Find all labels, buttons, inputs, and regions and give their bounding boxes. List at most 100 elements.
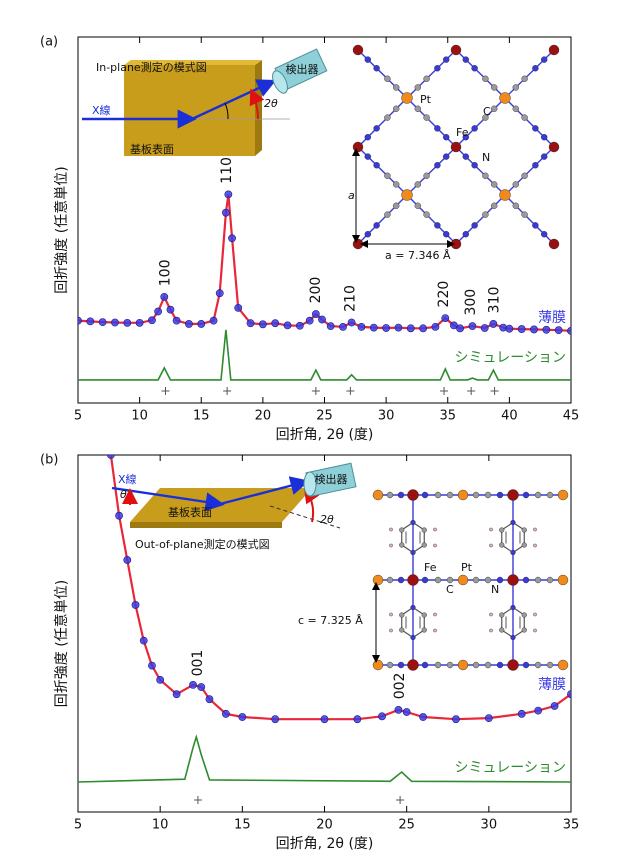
bond	[504, 146, 555, 196]
atom	[373, 125, 380, 132]
angle-arc-small	[224, 102, 229, 120]
film-point	[305, 316, 314, 325]
film-point	[215, 289, 224, 298]
atom	[410, 634, 416, 641]
film-point	[78, 316, 82, 325]
atom	[462, 133, 469, 141]
atom	[421, 627, 427, 633]
atom	[507, 489, 519, 501]
atom	[533, 543, 537, 548]
atom	[386, 491, 394, 499]
film-point	[542, 325, 551, 334]
bond	[357, 194, 408, 245]
atom	[489, 628, 493, 633]
atom	[414, 202, 421, 209]
atom	[510, 519, 516, 526]
xray-out	[191, 79, 277, 121]
bond	[504, 194, 555, 245]
atom	[450, 141, 462, 153]
film-point	[554, 326, 563, 335]
film-point	[567, 690, 571, 699]
film-point	[246, 319, 255, 328]
film-point	[517, 325, 526, 333]
atom	[499, 189, 511, 201]
x-tick-label: 15	[234, 818, 251, 833]
film-point	[378, 712, 386, 721]
atom	[423, 114, 430, 121]
atom	[541, 153, 548, 160]
atom	[421, 542, 427, 548]
atom	[421, 527, 427, 533]
bond	[406, 49, 457, 99]
atom	[512, 202, 519, 209]
atom	[507, 659, 519, 671]
film-point	[98, 318, 107, 327]
atom	[557, 489, 569, 501]
atom	[541, 56, 548, 63]
film-point	[123, 318, 132, 327]
surface-label: 基板表面	[130, 142, 174, 156]
atom	[534, 661, 542, 669]
atom	[372, 489, 384, 501]
atom	[457, 659, 469, 671]
film-point	[357, 322, 366, 331]
atom	[389, 543, 393, 548]
atom	[510, 604, 516, 611]
atom	[399, 527, 405, 533]
film-point	[567, 326, 571, 335]
atom-label: Fe	[424, 561, 437, 574]
atom	[446, 661, 454, 669]
atom	[399, 542, 405, 548]
atom	[372, 659, 384, 671]
film-point	[154, 307, 163, 316]
film-point	[534, 706, 543, 715]
atom	[397, 576, 405, 584]
x-tick-label: 45	[563, 409, 580, 424]
film-point	[271, 319, 280, 328]
x-tick-label: 10	[152, 818, 169, 833]
series-group	[78, 734, 571, 783]
film-point	[148, 661, 156, 670]
film-line	[109, 455, 571, 721]
atom	[532, 125, 539, 132]
series-label: シミュレーション	[455, 350, 566, 366]
series-label: 薄膜	[538, 310, 566, 326]
x-tick-label: 35	[563, 818, 580, 833]
film-point	[517, 709, 526, 718]
atom	[484, 576, 492, 584]
atom	[546, 661, 554, 669]
angle-arc	[249, 88, 265, 120]
atom	[541, 230, 548, 238]
peak-position-marker	[223, 387, 232, 395]
film-point	[550, 702, 559, 710]
film-point	[131, 601, 140, 609]
series-label: シミュレーション	[455, 760, 566, 776]
bond	[357, 97, 408, 148]
atom	[393, 84, 400, 91]
film-point	[148, 316, 156, 325]
x-axis-label: 回折角, 2θ (度)	[276, 836, 374, 852]
atom	[414, 181, 421, 188]
atom	[352, 238, 364, 250]
substrate-b-edge	[130, 522, 282, 528]
bond	[504, 97, 555, 148]
atom	[399, 612, 405, 618]
atom	[434, 661, 442, 669]
film-point	[271, 715, 280, 724]
atom	[471, 125, 478, 132]
film-point	[283, 321, 292, 330]
film-point	[320, 715, 329, 724]
atom	[491, 202, 498, 209]
atom	[499, 627, 505, 633]
atom	[397, 661, 405, 669]
panel-label: (b)	[40, 453, 58, 468]
atom	[443, 153, 450, 160]
atom	[421, 661, 429, 669]
film-point	[135, 318, 144, 327]
atom	[471, 162, 478, 169]
atom	[462, 56, 469, 63]
peak-label: 210	[342, 285, 358, 312]
atom	[557, 574, 569, 586]
film-point	[406, 324, 415, 333]
atom	[443, 56, 450, 63]
